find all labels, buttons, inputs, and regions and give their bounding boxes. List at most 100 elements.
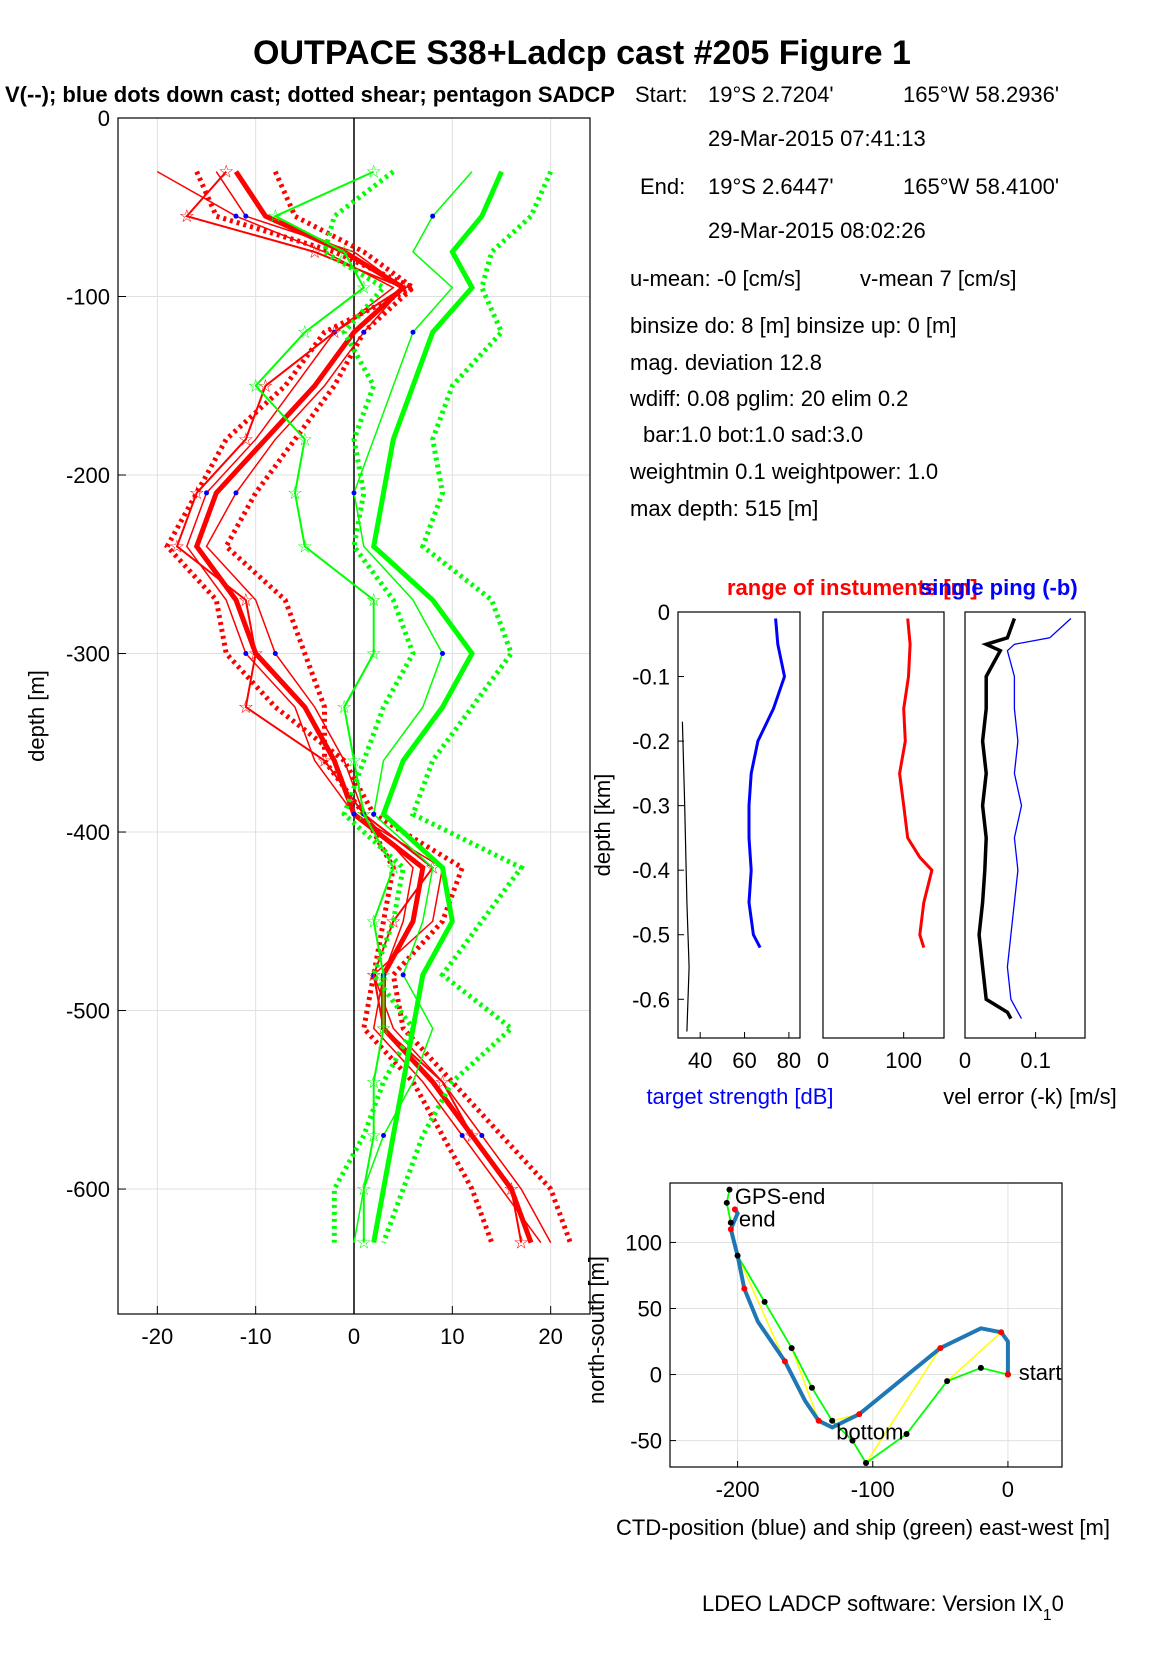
position-xlabel: CTD-position (blue) and ship (green) eas… — [616, 1515, 1110, 1540]
velocity-ticks: -20 -10 0 10 200-100-200-300-400-500-600 — [66, 106, 563, 1349]
vel-downcast-dot — [351, 811, 357, 817]
vel-star-marker: ☆ — [248, 644, 264, 664]
vel-star-marker: ☆ — [189, 483, 205, 503]
vel-star-marker: ☆ — [297, 322, 313, 342]
position-label-1: end — [739, 1207, 776, 1232]
vel-star-marker: ☆ — [366, 590, 382, 610]
figure-subtitle: V(--); blue dots down cast; dotted shear… — [5, 82, 615, 107]
range-xtick-label: 0 — [817, 1048, 829, 1073]
vel-star-marker: ☆ — [238, 429, 254, 449]
position-connector — [736, 1255, 786, 1362]
vel-ytick-label: -300 — [66, 642, 110, 667]
vel-ytick-label: 0 — [98, 106, 110, 131]
velocity-profile-axes: ☆☆☆☆☆☆☆☆☆☆☆☆☆☆☆☆☆☆☆☆☆☆☆☆☆☆☆☆☆☆☆☆☆☆☆☆☆☆☆☆… — [24, 106, 591, 1349]
bar-params: bar:1.0 bot:1.0 sad:3.0 — [643, 422, 863, 447]
position-ylabel: north-south [m] — [584, 1256, 609, 1404]
position-ytick-label: 0 — [650, 1363, 662, 1388]
position-ytick-label: -50 — [630, 1429, 662, 1454]
ship-marker — [977, 1364, 984, 1371]
vel-xtick-label: -10 — [240, 1324, 272, 1349]
vel-downcast-dot — [381, 1132, 386, 1138]
position-connector — [865, 1347, 941, 1464]
vel-downcast-dot — [361, 329, 367, 335]
vel-downcast-dot — [430, 213, 436, 219]
vel-star-marker: ☆ — [366, 911, 382, 931]
vel-xtick-label: -20 — [141, 1324, 173, 1349]
vel-star-marker: ☆ — [464, 1125, 480, 1145]
vel-star-marker: ☆ — [297, 429, 313, 449]
target-ytick-label: 0 — [658, 600, 670, 625]
vel-star-marker: ☆ — [238, 697, 254, 717]
ctd-marker — [815, 1417, 822, 1424]
target-ytick-label: -0.2 — [632, 729, 670, 754]
vel-star-marker: ☆ — [179, 206, 195, 226]
single-ping-title: single ping (-b) — [920, 575, 1078, 600]
end-time: 29-Mar-2015 08:02:26 — [708, 218, 926, 243]
vel-xtick-label: 20 — [538, 1324, 562, 1349]
vel-downcast-dot — [459, 1132, 465, 1138]
vel-series-green-7 — [381, 170, 553, 1244]
ship-marker — [944, 1378, 951, 1385]
position-ytick-label: 50 — [638, 1296, 662, 1321]
position-label-3: start — [1019, 1360, 1062, 1385]
vel-star-marker: ☆ — [218, 162, 234, 182]
vel-star-marker: ☆ — [307, 242, 323, 262]
software-version: LDEO LADCP software: Version IX10 — [702, 1591, 1064, 1624]
vel-star-marker: ☆ — [395, 278, 411, 298]
target-strength-thin-line — [681, 721, 690, 1032]
vel-star-marker: ☆ — [356, 804, 372, 824]
vel-series-green-10 — [254, 170, 395, 1243]
vel-downcast-dot — [243, 651, 249, 657]
vel-error-xtick-label: 0.1 — [1020, 1048, 1051, 1073]
mag-deviation: mag. deviation 12.8 — [630, 350, 822, 375]
vel-ytick-label: -500 — [66, 999, 110, 1024]
vel-downcast-dot — [479, 1132, 485, 1138]
ship-marker — [788, 1345, 795, 1352]
vel-error-xlabel: vel error (-k) [m/s] — [943, 1084, 1117, 1109]
ship-marker — [734, 1252, 741, 1259]
target-ytick-label: -0.6 — [632, 987, 670, 1012]
position-label-2: bottom — [836, 1419, 903, 1444]
vel-star-marker: ☆ — [356, 1179, 372, 1199]
vel-error-axes: 0 0.1 vel error (-k) [m/s] — [943, 611, 1117, 1109]
ctd-marker — [856, 1411, 863, 1418]
vel-downcast-dot — [233, 213, 239, 219]
target-xtick-label: 40 — [688, 1048, 712, 1073]
range-title: range of instuments [m] — [727, 575, 978, 600]
vel-star-marker: ☆ — [316, 751, 332, 771]
vel-downcast-dot — [204, 490, 209, 496]
vel-star-marker: ☆ — [267, 206, 283, 226]
target-ytick-label: -0.3 — [632, 794, 670, 819]
start-label: Start: — [635, 82, 688, 107]
position-label-0: GPS-end — [735, 1184, 826, 1209]
vel-series-green-9 — [353, 171, 473, 1243]
vel-star-marker: ☆ — [238, 590, 254, 610]
vel-star-marker: ☆ — [366, 965, 382, 985]
ship-marker — [863, 1460, 869, 1467]
velocity-series: ☆☆☆☆☆☆☆☆☆☆☆☆☆☆☆☆☆☆☆☆☆☆☆☆☆☆☆☆☆☆☆☆☆☆☆☆☆☆☆☆… — [156, 118, 573, 1314]
cast-info: Start: 19°S 2.7204' 165°W 58.2936' 29-Ma… — [629, 82, 1059, 521]
position-xtick-label: 0 — [1002, 1477, 1014, 1502]
ctd-marker — [731, 1206, 738, 1213]
vel-star-marker: ☆ — [336, 242, 352, 262]
binsize: binsize do: 8 [m] binsize up: 0 [m] — [630, 313, 957, 338]
vel-error-xtick-label: 0 — [959, 1048, 971, 1073]
vel-star-marker: ☆ — [503, 1179, 519, 1199]
end-label: End: — [640, 174, 685, 199]
vel-downcast-dot — [351, 490, 357, 496]
ship-marker — [727, 1219, 734, 1226]
range-axes: 0 100 — [817, 611, 945, 1073]
vel-series-red-3 — [156, 170, 552, 1243]
target-xtick-label: 80 — [777, 1048, 801, 1073]
vel-ytick-label: -600 — [66, 1177, 110, 1202]
vel-series-red-2 — [223, 170, 495, 1244]
vel-series-red-4 — [205, 171, 542, 1244]
vel-star-marker: ☆ — [169, 536, 185, 556]
vel-ytick-label: -200 — [66, 463, 110, 488]
vel-downcast-dot — [233, 490, 239, 496]
range-line — [898, 618, 934, 949]
end-lon: 165°W 58.4100' — [903, 174, 1059, 199]
target-xtick-label: 60 — [732, 1048, 756, 1073]
position-ytick-label: 100 — [625, 1230, 662, 1255]
